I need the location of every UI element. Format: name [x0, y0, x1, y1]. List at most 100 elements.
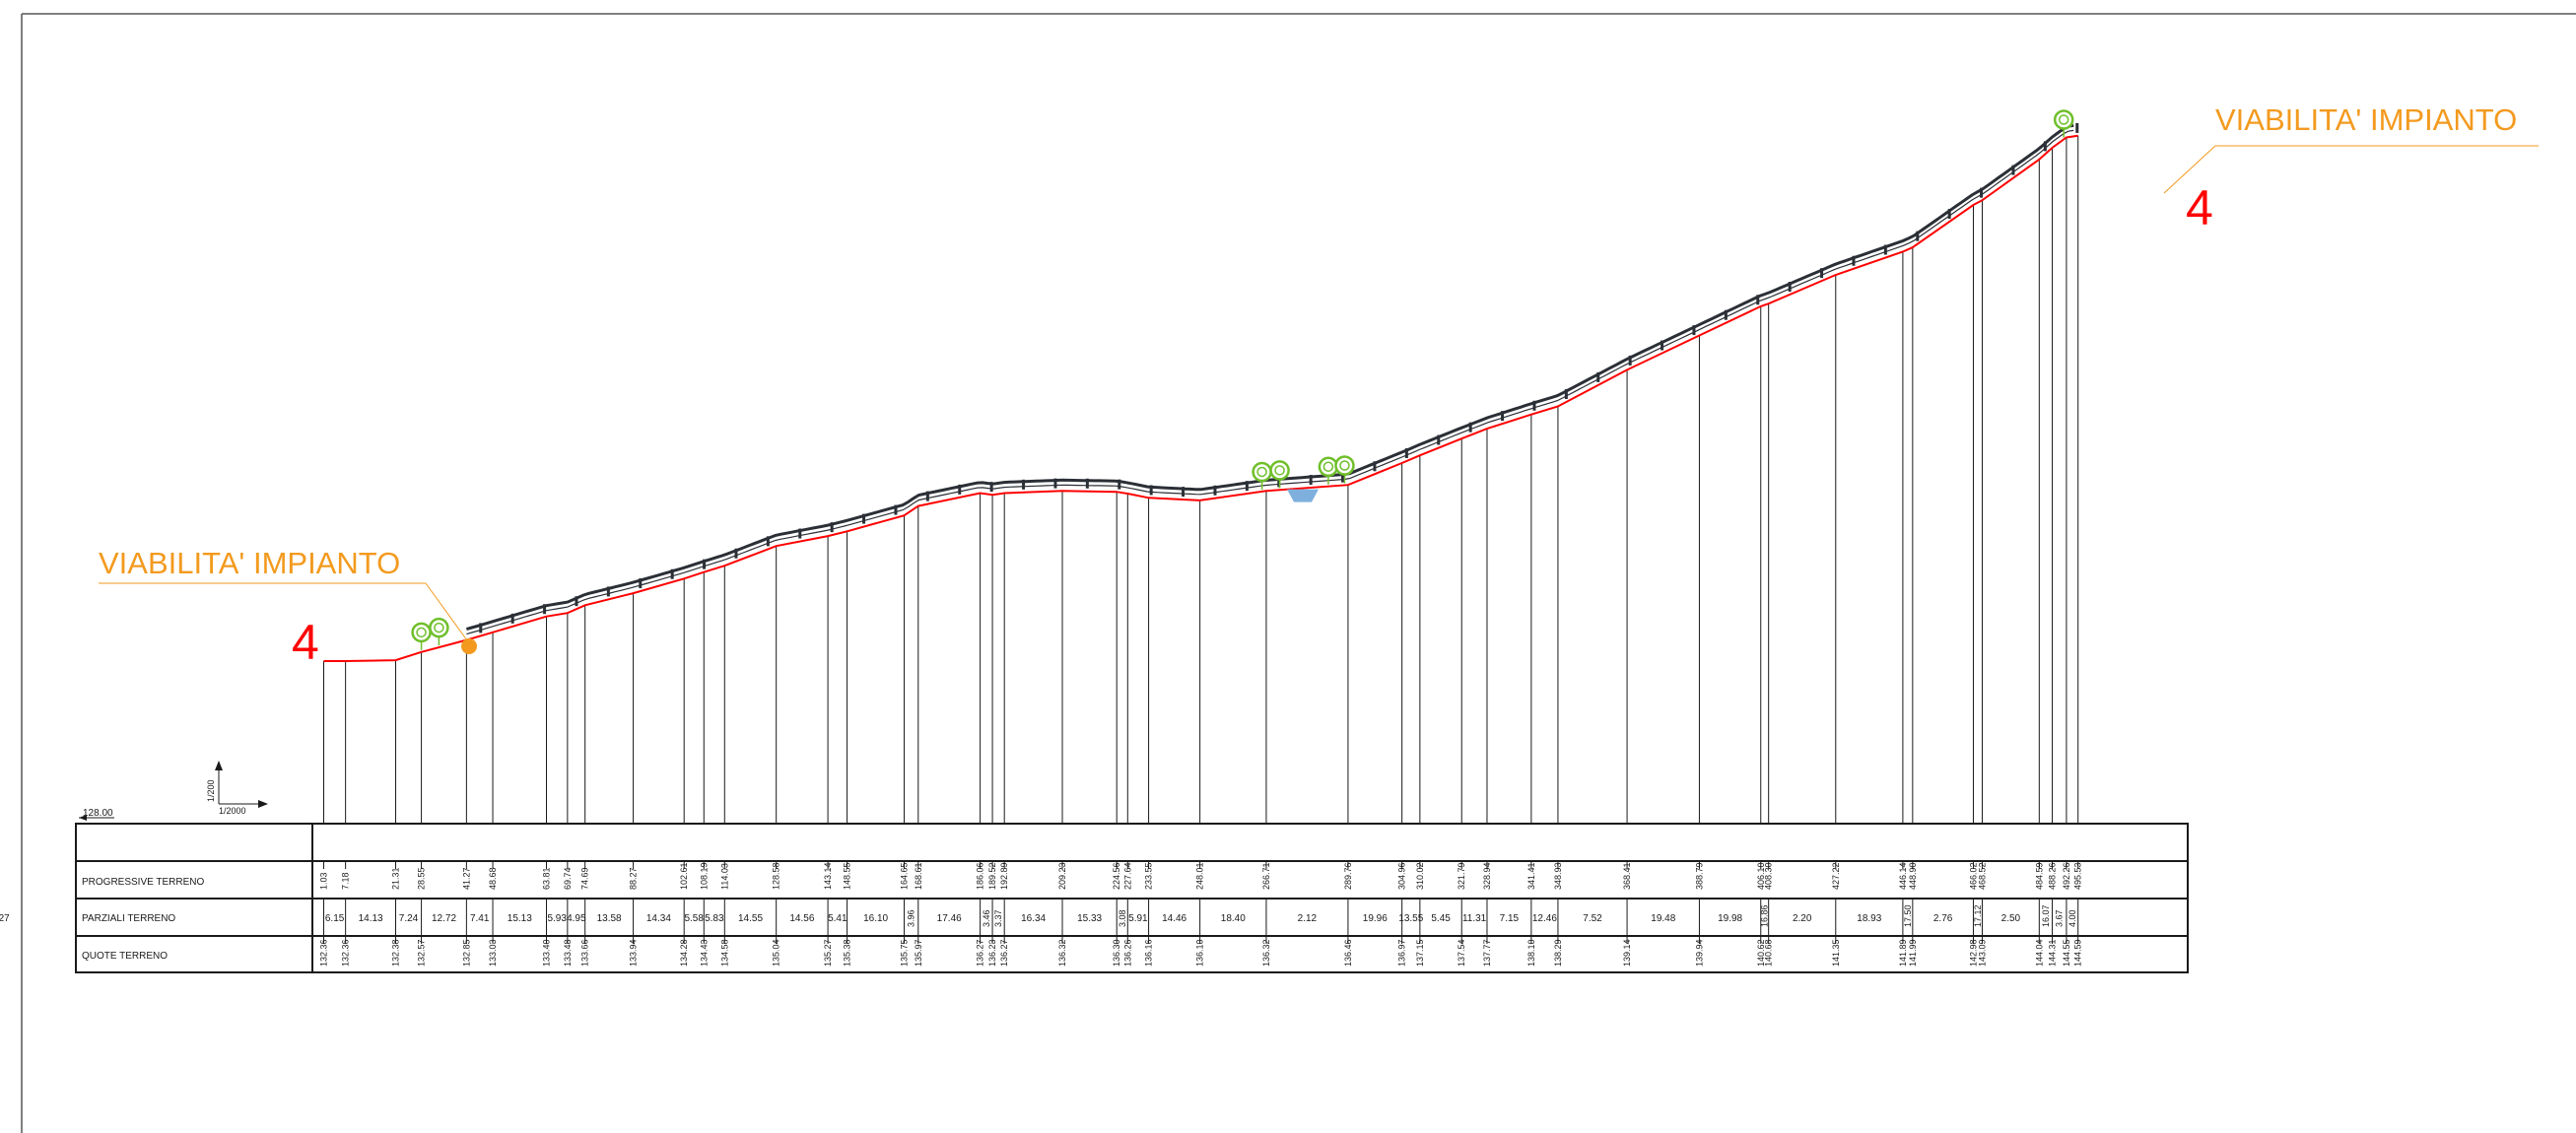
partial-value: 17.12: [1973, 904, 1983, 927]
progressive-value: 148.55: [843, 862, 852, 890]
partial-value: 5.93: [547, 913, 567, 924]
scale-vertical-label: 1/200: [206, 779, 216, 802]
progressive-value: 88.27: [629, 867, 639, 890]
quote-value: 133.40: [542, 939, 552, 966]
progressive-value: 186.06: [976, 862, 985, 890]
datum-arrow: [79, 815, 87, 821]
tree-icon: [1269, 460, 1290, 481]
road-pavement: [465, 122, 2079, 635]
quote-value: 138.29: [1553, 939, 1563, 966]
quote-value: 132.57: [417, 939, 427, 966]
tree-icon-core: [1339, 460, 1350, 471]
partial-value: 3.08: [1118, 909, 1127, 927]
viabilita-leader-left-d: [425, 582, 468, 641]
progressive-value: 41.27: [461, 867, 471, 890]
partial-value: 12.72: [432, 913, 456, 924]
tree-icon: [411, 622, 432, 643]
partial-value: 3.37: [993, 909, 1003, 927]
partial-value: 7.52: [1583, 913, 1602, 924]
progressive-value: 209.23: [1057, 862, 1067, 890]
partial-value: 7.15: [1500, 913, 1520, 924]
partial-value: 19.98: [1718, 913, 1742, 924]
progressive-value: 227.64: [1122, 862, 1132, 890]
section-marker-left: 4: [292, 615, 319, 670]
partial-value: 4.95: [567, 913, 586, 924]
partial-value: 2.76: [1933, 913, 1953, 924]
progressive-value: 406.10: [1756, 862, 1766, 890]
progressive-value: 1.03: [319, 872, 329, 890]
partial-value: 5.58: [684, 913, 704, 924]
tree-icon: [2053, 109, 2074, 130]
progressive-value: 321.79: [1457, 862, 1466, 890]
progressive-value: 495.53: [2073, 862, 2083, 890]
quote-value: 142.98: [1969, 939, 1979, 966]
partial-value: 18.40: [1221, 913, 1246, 924]
progressive-value: 48.68: [488, 867, 498, 890]
partial-value: 19.96: [1363, 913, 1388, 924]
row-label-parziali: PARZIALI TERRENO: [82, 913, 175, 924]
progressive-value: 492.26: [2062, 862, 2071, 890]
progressive-value: 108.19: [699, 862, 709, 890]
quote-value: 133.66: [580, 939, 590, 966]
quote-value: 137.54: [1457, 939, 1466, 966]
progressive-value: 248.01: [1195, 862, 1205, 890]
progressive-value: 368.41: [1622, 862, 1632, 890]
progressive-value: 448.90: [1908, 862, 1918, 890]
progressive-value: 28.55: [417, 867, 427, 890]
quote-value: 144.04: [2034, 939, 2044, 966]
progressive-value: 192.89: [999, 862, 1009, 890]
partial-value: 7.41: [470, 913, 490, 924]
partial-value: 15.13: [508, 913, 532, 924]
partial-value: 13.58: [597, 913, 622, 924]
quote-value: 136.46: [1343, 939, 1353, 966]
tree-icon-core: [1274, 465, 1285, 476]
row-label-quote: QUOTE TERRENO: [82, 951, 168, 962]
partial-value: 2.20: [1793, 913, 1812, 924]
road-base-line: [466, 129, 2074, 635]
quote-value: 137.77: [1482, 939, 1492, 966]
progressive-value: 69.74: [563, 867, 573, 890]
partial-value: 15.33: [1077, 913, 1102, 924]
quote-value: 135.27: [823, 939, 833, 966]
partial-value: 2.12: [1298, 913, 1318, 924]
quote-value: 135.97: [914, 939, 923, 966]
partial-value: 7.24: [399, 913, 419, 924]
progressive-value: 21.31: [391, 867, 401, 890]
partial-value: 14.46: [1162, 913, 1186, 924]
partial-value: 5.83: [705, 913, 724, 924]
partial-value: 11.31: [1462, 913, 1487, 924]
progressive-value: 408.30: [1764, 862, 1774, 890]
quote-value: 144.31: [2048, 939, 2058, 966]
tree-icon-core: [1256, 466, 1267, 478]
station-lines: [323, 135, 2079, 823]
partial-value: 16.86: [1760, 904, 1770, 927]
progressive-value: 189.52: [987, 862, 997, 890]
data-table-values: 1.03 132.36 7.18 132.36 21.31 132.38 28.55 132.…: [0, 861, 2083, 966]
viabilita-label-right: VIABILITA' IMPIANTO: [2215, 102, 2517, 137]
road-surface-line: [465, 123, 2074, 632]
progressive-value: 266.71: [1261, 862, 1271, 890]
tree-icon: [1252, 461, 1272, 483]
viabilita-leader-right-d: [2163, 145, 2216, 194]
quote-value: 144.55: [2062, 939, 2071, 966]
tree-icon-core: [434, 622, 444, 633]
tree-icon: [1318, 456, 1339, 477]
scale-horizontal-label: 1/2000: [219, 806, 246, 816]
quote-value: 135.75: [900, 939, 910, 966]
partial-value: 16.34: [1021, 913, 1046, 924]
road-connection-dot-left: [461, 638, 477, 654]
row-label-progressive: PROGRESSIVE TERRENO: [82, 877, 205, 888]
progressive-value: 7.18: [341, 872, 351, 890]
tree-icon: [1334, 455, 1355, 476]
quote-value: 136.32: [1057, 939, 1067, 966]
partial-value: 14.55: [738, 913, 763, 924]
partial-value: 3.46: [982, 909, 991, 927]
partial-value: 14.13: [359, 913, 383, 924]
progressive-value: 114.03: [719, 863, 729, 890]
partial-value: 17.46: [937, 913, 962, 924]
quote-value: 136.97: [1397, 939, 1407, 966]
quote-value: 135.38: [843, 939, 852, 966]
partial-value: 13.55: [1398, 913, 1423, 924]
progressive-value: 341.41: [1526, 862, 1536, 890]
